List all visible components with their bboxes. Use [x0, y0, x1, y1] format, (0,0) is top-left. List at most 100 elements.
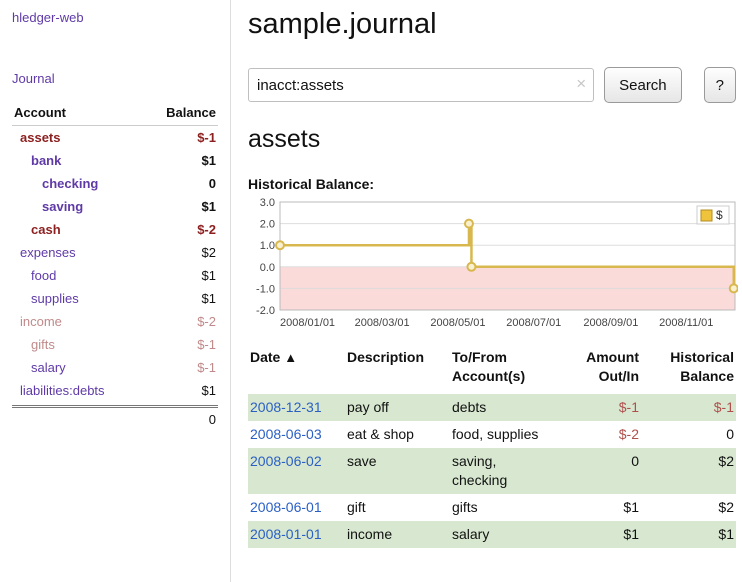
register-row: 2008-06-03 eat & shop food, supplies $-2 0 [248, 421, 736, 448]
register-accounts-cell: gifts [452, 499, 478, 515]
y-tick-label: -2.0 [256, 305, 275, 317]
register-header-row: Date ▲ Description To/From Account(s) Am… [248, 346, 736, 394]
account-balance: $2 [201, 245, 216, 260]
account-row: saving $1 [12, 195, 218, 218]
register-accounts-cell: saving, checking [452, 453, 508, 488]
sort-asc-icon[interactable]: ▲ [284, 350, 298, 365]
legend-swatch [700, 209, 713, 222]
x-tick-label: 2008/07/01 [506, 317, 561, 329]
register-description-cell: pay off [347, 399, 389, 415]
account-balance: $-1 [197, 337, 216, 352]
legend-label: $ [716, 208, 723, 222]
account-balance: $-2 [197, 222, 216, 237]
register-balance-cell: $2 [718, 499, 734, 515]
account-row: liabilities:debts $1 [12, 379, 218, 402]
data-point-marker [275, 240, 285, 251]
account-link[interactable]: cash [31, 222, 61, 237]
main-content: sample.journal × Search ? assets Histori… [248, 0, 738, 548]
account-row: supplies $1 [12, 287, 218, 310]
register-row: 2008-06-01 gift gifts $1 $2 [248, 494, 736, 521]
col-description-header: Description [345, 346, 450, 394]
account-link[interactable]: checking [42, 176, 99, 191]
account-balance: $-1 [197, 360, 216, 375]
register-description-cell: income [347, 526, 393, 542]
account-balance: $-2 [197, 314, 216, 329]
col-date-header[interactable]: Date ▲ [248, 346, 345, 394]
help-button[interactable]: ? [703, 67, 736, 103]
transaction-date-link[interactable]: 2008-06-02 [250, 453, 322, 469]
col-amount-header: Amount Out/In [550, 346, 641, 394]
x-tick-label: 2008/03/01 [355, 317, 410, 329]
transaction-date-link[interactable]: 2008-06-03 [250, 426, 322, 442]
register-amount-cell: $-1 [618, 399, 639, 415]
account-link[interactable]: saving [42, 199, 84, 214]
chart-title: Historical Balance: [248, 176, 375, 192]
account-balance: $1 [201, 291, 216, 306]
plot-border [279, 201, 736, 311]
register-balance-cell: $1 [718, 526, 734, 542]
col-accounts-label-line2: Account(s) [452, 368, 526, 384]
data-point-marker [466, 261, 477, 272]
search-button[interactable]: Search [604, 67, 682, 103]
account-row: salary $-1 [12, 356, 218, 379]
register-body: 2008-12-31 pay off debts $-1 $-1 2008-06-03 ea… [248, 394, 736, 548]
transaction-date-link[interactable]: 2008-01-01 [250, 526, 322, 542]
account-link[interactable]: food [31, 268, 57, 283]
y-tick-label: 3.0 [260, 197, 275, 209]
data-point-marker [463, 218, 474, 229]
account-link[interactable]: liabilities:debts [20, 383, 105, 398]
app-title-link[interactable]: hledger-web [12, 10, 84, 25]
col-balance-label-line1: Historical [670, 349, 734, 365]
sidebar: hledger-web Journal Account Balance asse… [0, 0, 231, 582]
register-balance-cell: $2 [718, 453, 734, 469]
accounts-header: Account Balance [12, 102, 218, 126]
register-date-cell: 2008-06-03 [248, 421, 345, 448]
balance-chart: 3.0 2.0 1.0 0.0 -1.0 -2.0 2008/01/01 2008/03/01… [256, 197, 738, 329]
accounts-list: assets $-1 bank $1 checking 0 saving $1 cash $-2 e… [12, 126, 218, 402]
col-amount-label-line1: Amount [586, 349, 639, 365]
search-box: × [248, 68, 595, 102]
transaction-date-link[interactable]: 2008-12-31 [250, 399, 322, 415]
register-table: Date ▲ Description To/From Account(s) Am… [248, 346, 736, 548]
sidebar-item-journal[interactable]: Journal [12, 71, 55, 86]
search-input[interactable] [248, 68, 595, 102]
account-balance: $1 [201, 199, 216, 214]
register-row: 2008-01-01 income salary $1 $1 [248, 521, 736, 548]
account-link[interactable]: assets [20, 130, 61, 145]
account-link[interactable]: expenses [20, 245, 76, 260]
register-amount-cell: $1 [623, 499, 639, 515]
transaction-date-link[interactable]: 2008-06-01 [250, 499, 322, 515]
account-link[interactable]: gifts [31, 337, 55, 352]
account-link[interactable]: bank [31, 153, 62, 168]
search-form: × Search ? [248, 67, 736, 103]
accounts-total: 0 [12, 405, 218, 431]
y-tick-label: -1.0 [256, 283, 275, 295]
accounts-col-account: Account [14, 105, 66, 120]
register-date-cell: 2008-01-01 [248, 521, 345, 548]
register-date-cell: 2008-06-01 [248, 494, 345, 521]
x-tick-label: 2008/11/01 [659, 317, 713, 329]
col-balance-label-line2: Balance [680, 368, 734, 384]
account-link[interactable]: salary [31, 360, 66, 375]
y-tick-label: 0.0 [260, 262, 275, 274]
col-date-label: Date [250, 349, 281, 365]
account-row: gifts $-1 [12, 333, 218, 356]
account-link[interactable]: income [20, 314, 62, 329]
register-row: 2008-06-02 save saving, checking 0 $2 [248, 448, 736, 494]
register-row: 2008-12-31 pay off debts $-1 $-1 [248, 394, 736, 421]
account-balance: $1 [201, 268, 216, 283]
clear-search-icon[interactable]: × [576, 74, 587, 93]
account-balance: $-1 [197, 130, 216, 145]
account-balance: $1 [201, 153, 216, 168]
col-accounts-header: To/From Account(s) [450, 346, 550, 394]
register-accounts-cell: debts [452, 399, 487, 415]
register-accounts-cell: salary [452, 526, 490, 542]
account-row: food $1 [12, 264, 218, 287]
register-amount-cell: 0 [631, 453, 639, 469]
account-balance: $1 [201, 383, 216, 398]
account-link[interactable]: supplies [31, 291, 79, 306]
x-tick-label: 2008/05/01 [430, 317, 485, 329]
account-row: income $-2 [12, 310, 218, 333]
account-row: expenses $2 [12, 241, 218, 264]
